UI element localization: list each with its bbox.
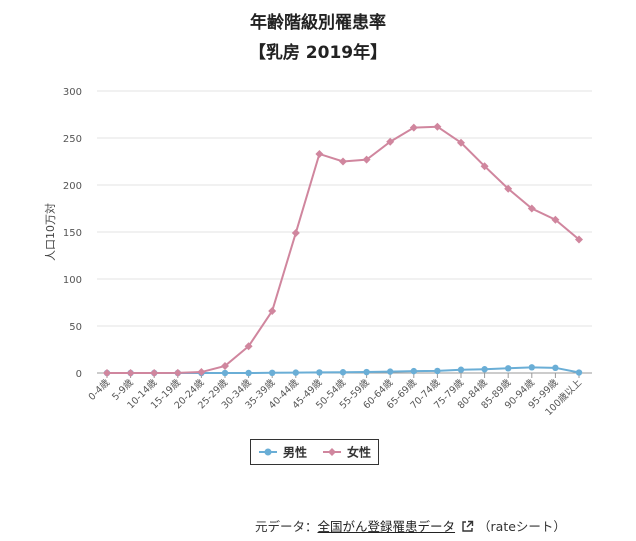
- data-point[interactable]: [268, 306, 277, 315]
- data-point[interactable]: [409, 123, 418, 132]
- data-point[interactable]: [103, 369, 111, 377]
- data-point[interactable]: [316, 369, 323, 376]
- legend-item[interactable]: 男性: [259, 445, 307, 460]
- x-axis: 0-4歳5-9歳10-14歳15-19歳20-24歳25-29歳30-34歳35…: [86, 373, 584, 418]
- legend: 男性 女性: [250, 439, 379, 465]
- data-point[interactable]: [551, 215, 560, 224]
- data-point[interactable]: [434, 367, 441, 375]
- external-link-icon[interactable]: [461, 520, 474, 536]
- data-point[interactable]: [528, 364, 535, 371]
- data-point[interactable]: [480, 162, 489, 171]
- data-point[interactable]: [527, 204, 536, 213]
- data-point[interactable]: [575, 369, 583, 376]
- data-point[interactable]: [386, 137, 395, 146]
- chart-subtitle: 【乳房 2019年】: [248, 43, 388, 63]
- data-point[interactable]: [410, 367, 417, 375]
- y-axis-label: 人口10万対: [43, 203, 57, 261]
- y-tick-label: 300: [63, 87, 82, 98]
- y-tick-label: 50: [69, 322, 82, 333]
- data-point[interactable]: [173, 368, 182, 377]
- data-point[interactable]: [315, 149, 324, 158]
- data-point[interactable]: [575, 235, 583, 244]
- legend-marker: [328, 448, 336, 456]
- data-point[interactable]: [291, 228, 300, 237]
- legend-label: 男性: [283, 445, 307, 460]
- data-point[interactable]: [244, 342, 253, 351]
- y-tick-label: 150: [63, 228, 82, 239]
- data-point[interactable]: [504, 184, 513, 193]
- data-point[interactable]: [339, 157, 347, 166]
- data-point[interactable]: [552, 364, 559, 372]
- data-point[interactable]: [457, 366, 465, 373]
- source-link[interactable]: 全国がん登録罹患データ: [317, 519, 456, 534]
- data-point[interactable]: [339, 369, 347, 376]
- source-note: 元データ：全国がん登録罹患データ （rateシート）: [255, 516, 566, 536]
- data-point[interactable]: [150, 369, 159, 377]
- legend-marker: [264, 448, 272, 456]
- data-point[interactable]: [387, 368, 394, 375]
- series-female: [103, 122, 583, 377]
- data-point[interactable]: [245, 369, 252, 377]
- data-point[interactable]: [363, 368, 370, 376]
- data-point[interactable]: [197, 368, 206, 377]
- data-point[interactable]: [126, 369, 135, 377]
- y-tick-label: 200: [63, 181, 82, 192]
- legend-item[interactable]: 女性: [323, 445, 371, 460]
- series-layer: [103, 122, 583, 377]
- data-point[interactable]: [269, 369, 276, 377]
- chart-title: 年齢階級別罹患率: [250, 13, 386, 33]
- legend-items: 男性 女性: [259, 445, 371, 460]
- data-point[interactable]: [292, 369, 299, 376]
- data-point[interactable]: [362, 155, 371, 164]
- source-suffix: （rateシート）: [478, 519, 566, 534]
- legend-label: 女性: [347, 445, 371, 460]
- data-point[interactable]: [221, 369, 229, 377]
- data-point[interactable]: [481, 366, 488, 373]
- data-point[interactable]: [433, 122, 442, 131]
- source-prefix: 元データ：: [255, 519, 318, 534]
- y-tick-label: 100: [63, 275, 82, 286]
- y-tick-label: 0: [76, 369, 82, 380]
- data-point[interactable]: [457, 138, 465, 147]
- y-axis-ticks: 0 50 100 150 200 250 300: [63, 87, 82, 380]
- data-point[interactable]: [221, 361, 229, 370]
- y-tick-label: 250: [63, 134, 82, 145]
- grid-lines: [97, 90, 592, 374]
- data-point[interactable]: [505, 365, 512, 372]
- x-tick-label: 0-4歳: [86, 376, 113, 403]
